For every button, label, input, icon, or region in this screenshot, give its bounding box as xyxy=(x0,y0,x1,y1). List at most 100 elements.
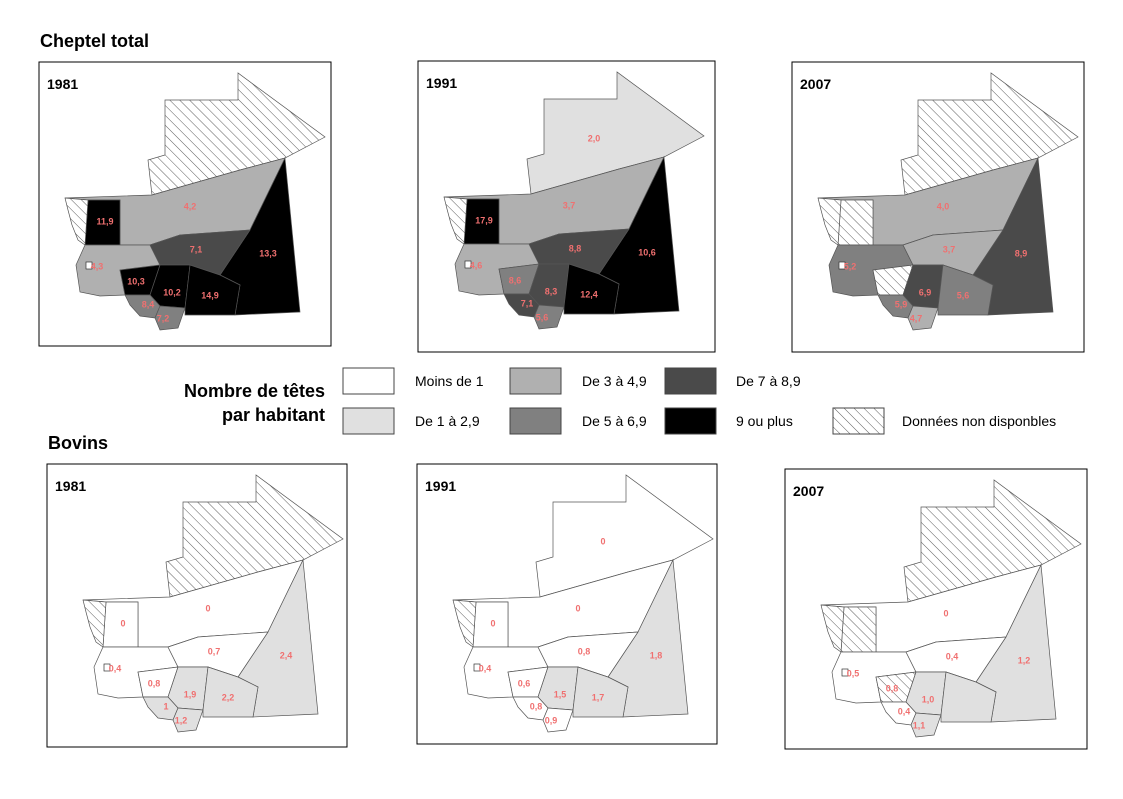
region-value: 0,8 xyxy=(148,678,161,688)
city-marker xyxy=(838,261,846,270)
region xyxy=(533,304,565,330)
region-value: 1,2 xyxy=(1018,655,1031,665)
legend-swatch xyxy=(832,407,885,435)
region-value: 0 xyxy=(600,536,605,546)
region-value: 2,0 xyxy=(588,133,601,143)
region-value: 5,6 xyxy=(536,312,549,322)
region-value: 1,5 xyxy=(554,689,567,699)
region-value: 0,8 xyxy=(530,701,543,711)
region-value: 8,6 xyxy=(509,275,522,285)
map: 4,2 13,3 11,9 4,3 7,1 10,3 10,2 14,9 8,47,2 xyxy=(64,72,326,331)
map-year: 2007 xyxy=(793,483,824,499)
region-value: 0,6 xyxy=(518,678,531,688)
map: 4,0 8,9 5,2 3,7 6,9 5,6 5,94,7 xyxy=(817,72,1079,331)
region-value: 8,3 xyxy=(545,286,558,296)
legend-title: Nombre de têtes xyxy=(184,381,325,401)
legend-swatch xyxy=(509,367,562,395)
region-value: 11,9 xyxy=(96,216,113,226)
legend-swatch xyxy=(664,407,717,435)
region-value: 0,8 xyxy=(886,683,899,693)
region-value: 12,4 xyxy=(580,289,598,299)
region-value: 4,3 xyxy=(91,261,104,271)
region xyxy=(817,197,842,246)
map-year: 1981 xyxy=(55,478,86,494)
region-value: 1,7 xyxy=(592,692,605,702)
region-value: 1 xyxy=(163,701,168,711)
region-value: 14,9 xyxy=(201,290,219,300)
region-value: 2,4 xyxy=(280,650,293,660)
region-value: 6,9 xyxy=(919,287,932,297)
region-value: 1,2 xyxy=(175,715,188,725)
region-value: 8,9 xyxy=(1015,248,1028,258)
region-value: 0 xyxy=(120,618,125,628)
region-value: 5,6 xyxy=(957,290,970,300)
legend-label: Données non disponbles xyxy=(902,413,1056,429)
map: 001,800,40,80,61,5 1,70,80,9 xyxy=(452,474,714,733)
region xyxy=(443,196,468,245)
region-value: 0 xyxy=(205,603,210,613)
legend-label: Moins de 1 xyxy=(415,373,484,389)
legend-label: 9 ou plus xyxy=(736,413,793,429)
map-year: 1991 xyxy=(425,478,456,494)
region-value: 0,9 xyxy=(545,715,558,725)
region-value: 0,4 xyxy=(946,651,959,661)
region xyxy=(910,712,942,738)
city-marker xyxy=(841,668,849,677)
region-value: 0 xyxy=(575,603,580,613)
region-value: 0,4 xyxy=(109,663,122,673)
region-value: 10,3 xyxy=(127,276,145,286)
region-value: 7,1 xyxy=(190,244,203,254)
region-value: 2,2 xyxy=(222,692,235,702)
region-value: 4,7 xyxy=(910,313,923,323)
region-value: 0 xyxy=(490,618,495,628)
city-marker xyxy=(103,663,111,672)
legend-label: De 1 à 2,9 xyxy=(415,413,480,429)
region xyxy=(837,199,874,246)
map-year: 1981 xyxy=(47,76,78,92)
region-value: 7,1 xyxy=(521,298,534,308)
region-value: 0,4 xyxy=(479,663,492,673)
region-value: 10,6 xyxy=(638,247,656,257)
region-value: 1,0 xyxy=(922,694,935,704)
region-value: 5,2 xyxy=(844,261,857,271)
region-value: 5,9 xyxy=(895,299,908,309)
region xyxy=(907,305,939,331)
legend-title: par habitant xyxy=(222,405,325,425)
region-value: 10,2 xyxy=(163,287,181,297)
region-value: 4,6 xyxy=(470,260,483,270)
region-value: 4,0 xyxy=(937,201,950,211)
map: 01,20,50,40,81,00,41,1 xyxy=(820,479,1082,738)
region-value: 17,9 xyxy=(475,215,493,225)
region-value: 1,1 xyxy=(913,720,926,730)
map-year: 2007 xyxy=(800,76,831,92)
map-year: 1991 xyxy=(426,75,457,91)
region-value: 8,8 xyxy=(569,243,582,253)
region xyxy=(542,707,574,733)
region-value: 1,9 xyxy=(184,689,197,699)
region-value: 3,7 xyxy=(943,244,956,254)
region-value: 8,4 xyxy=(142,299,155,309)
city-marker xyxy=(473,663,481,672)
legend-swatch xyxy=(342,367,395,395)
legend-swatch xyxy=(664,367,717,395)
city-marker xyxy=(464,260,472,269)
region xyxy=(452,599,477,648)
legend-label: De 5 à 6,9 xyxy=(582,413,647,429)
legend-swatch xyxy=(509,407,562,435)
region xyxy=(172,707,204,733)
region-value: 4,2 xyxy=(184,201,197,211)
region xyxy=(154,305,186,331)
legend-label: De 7 à 8,9 xyxy=(736,373,801,389)
map: 0 2,4 0 0,4 0,7 0,8 1,9 2,2 1 1,2 xyxy=(82,474,344,733)
region-value: 3,7 xyxy=(563,200,576,210)
city-marker xyxy=(85,261,93,270)
region-value: 0,8 xyxy=(578,646,591,656)
legend-swatch xyxy=(342,407,395,435)
region-value: 0 xyxy=(943,608,948,618)
region-value: 0,4 xyxy=(898,706,911,716)
region-value: 0,5 xyxy=(847,668,860,678)
region-value: 0,7 xyxy=(208,646,221,656)
region-value: 13,3 xyxy=(259,248,277,258)
region-value: 7,2 xyxy=(157,313,170,323)
